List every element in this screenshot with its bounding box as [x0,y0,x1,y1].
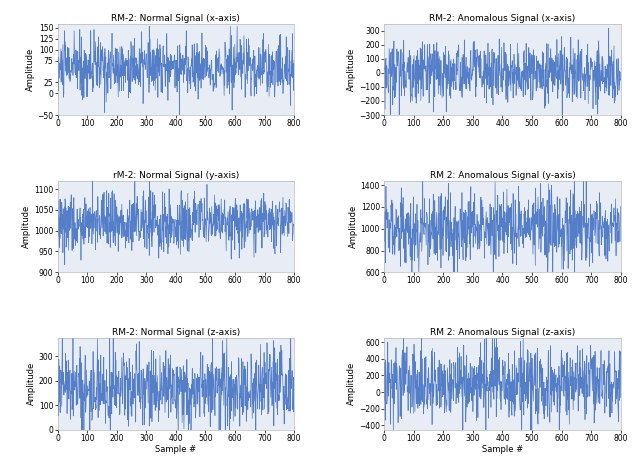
Y-axis label: Amplitude: Amplitude [26,48,35,91]
Y-axis label: Amplitude: Amplitude [22,205,31,248]
X-axis label: Sample #: Sample # [156,446,196,455]
Y-axis label: Amplitude: Amplitude [27,362,36,405]
Title: rM-2: Normal Signal (y-axis): rM-2: Normal Signal (y-axis) [113,171,239,180]
Y-axis label: Amplitude: Amplitude [349,205,358,248]
Title: RM 2: Anomalous Signal (y-axis): RM 2: Anomalous Signal (y-axis) [429,171,575,180]
Y-axis label: Amplitude: Amplitude [348,362,356,405]
X-axis label: Sample #: Sample # [482,446,523,455]
Y-axis label: Amplitude: Amplitude [348,48,356,91]
Title: RM 2: Anomalous Signal (z-axis): RM 2: Anomalous Signal (z-axis) [430,329,575,337]
Title: RM-2: Anomalous Signal (x-axis): RM-2: Anomalous Signal (x-axis) [429,14,575,23]
Title: RM-2: Normal Signal (z-axis): RM-2: Normal Signal (z-axis) [112,329,240,337]
Title: RM-2: Normal Signal (x-axis): RM-2: Normal Signal (x-axis) [111,14,241,23]
